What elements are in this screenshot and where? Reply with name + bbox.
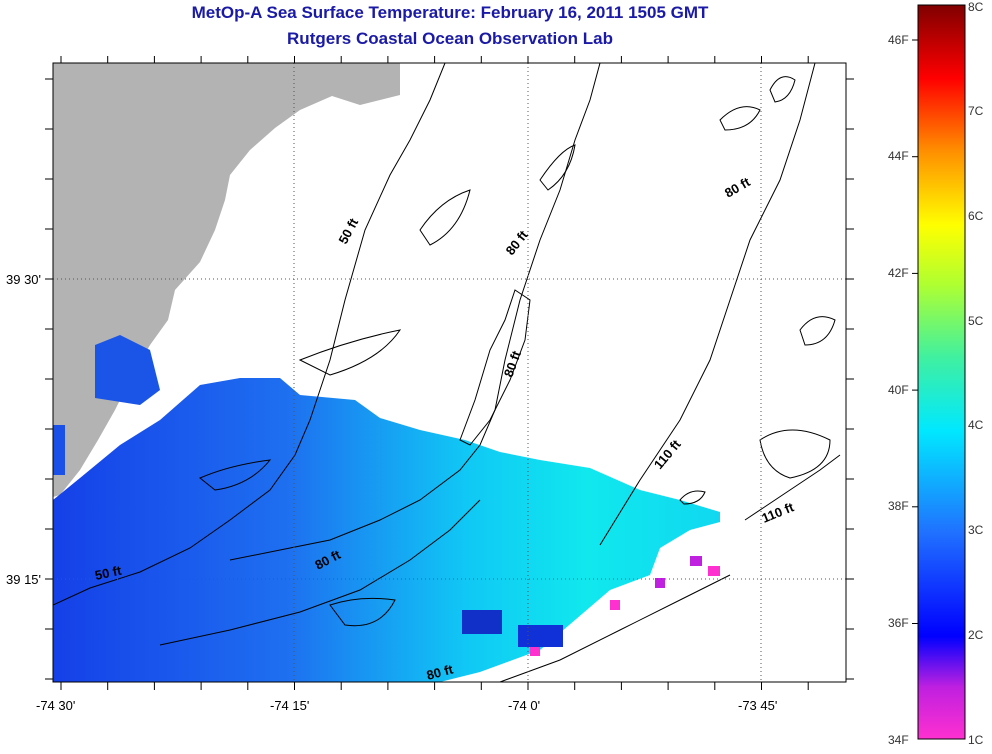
y-tick-label: 39 15' bbox=[6, 572, 42, 587]
colorbar-celsius-label: 8C bbox=[968, 0, 984, 14]
contour-label: 80 ft bbox=[501, 348, 524, 379]
colorbar-celsius-label: 4C bbox=[968, 418, 984, 432]
x-tick-label: -74 0' bbox=[508, 698, 541, 713]
y-tick-label: 39 30' bbox=[6, 272, 42, 287]
colorbar-fahrenheit-label: 38F bbox=[888, 499, 909, 513]
colorbar-celsius-label: 6C bbox=[968, 209, 984, 223]
contour-label: 50 ft bbox=[335, 215, 361, 246]
colorbar-fahrenheit-label: 42F bbox=[888, 266, 909, 280]
contour-label: 80 ft bbox=[425, 661, 455, 683]
colorbar-fahrenheit-label: 36F bbox=[888, 616, 909, 630]
contour-label: 110 ft bbox=[651, 436, 684, 472]
contour-label: 80 ft bbox=[722, 174, 753, 201]
colorbar-fahrenheit-label: 46F bbox=[888, 33, 909, 47]
colorbar-fahrenheit-label: 40F bbox=[888, 383, 909, 397]
contour-label: 80 ft bbox=[503, 227, 532, 258]
colorbar-fahrenheit-label: 34F bbox=[888, 733, 909, 747]
sst-data-region bbox=[53, 378, 720, 682]
colorbar-celsius-label: 3C bbox=[968, 523, 984, 537]
map-title: MetOp-A Sea Surface Temperature: Februar… bbox=[191, 3, 709, 22]
colorbar-celsius-label: 1C bbox=[968, 733, 984, 747]
colorbar-celsius-label: 5C bbox=[968, 314, 984, 328]
contour-label: 50 ft bbox=[94, 563, 124, 583]
plot-frame bbox=[52, 62, 847, 683]
x-tick-label: -74 30' bbox=[36, 698, 76, 713]
colorbar bbox=[917, 4, 966, 740]
map-subtitle: Rutgers Coastal Ocean Observation Lab bbox=[287, 29, 613, 48]
x-tick-label: -74 15' bbox=[270, 698, 310, 713]
colorbar-celsius-label: 7C bbox=[968, 104, 984, 118]
x-tick-label: -73 45' bbox=[738, 698, 778, 713]
colorbar-fahrenheit-label: 44F bbox=[888, 149, 909, 163]
colorbar-celsius-label: 2C bbox=[968, 628, 984, 642]
contour-label: 110 ft bbox=[760, 499, 797, 526]
